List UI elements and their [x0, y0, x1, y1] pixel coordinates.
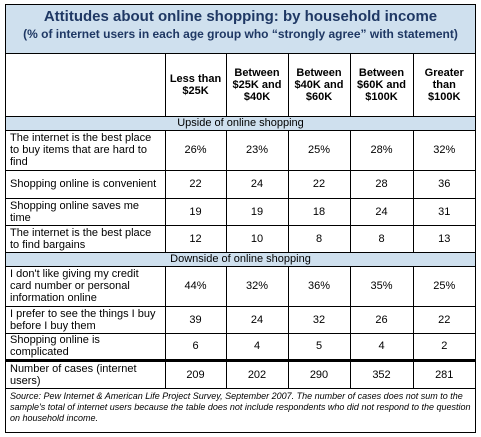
title-block: Attitudes about online shopping: by hous… [6, 5, 475, 54]
table-row: I don't like giving my credit card numbe… [6, 265, 475, 307]
column-header: Between $60K and $100K [349, 54, 414, 117]
chart-subtitle: (% of internet users in each age group w… [23, 27, 458, 41]
cell-value: 19 [164, 197, 227, 226]
column-header: Greater than $100K [412, 54, 475, 117]
table-row: I prefer to see the things I buy before … [6, 305, 475, 334]
cell-value: 36% [287, 265, 351, 307]
column-header: Less than $25K [164, 54, 227, 117]
cell-value: 12 [164, 224, 227, 253]
table-row: The internet is the best place to buy it… [6, 129, 475, 171]
cell-value: 28 [349, 169, 414, 199]
cell-value: 6 [164, 332, 227, 361]
column-header: Between $40K and $60K [287, 54, 351, 117]
cell-value: 23% [225, 129, 289, 171]
cell-value: 24 [225, 305, 289, 334]
section-row: Upside of online shopping [6, 115, 475, 131]
row-label: I prefer to see the things I buy before … [6, 305, 166, 334]
table-frame: Attitudes about online shopping: by hous… [5, 4, 476, 433]
cell-value: 209 [164, 358, 227, 389]
cell-value: 13 [412, 224, 475, 253]
cell-value: 24 [225, 169, 289, 199]
section-label: Upside of online shopping [6, 115, 475, 131]
cell-value: 22 [287, 169, 351, 199]
cell-value: 19 [225, 197, 289, 226]
table-row: Shopping online is complicated 6 4 5 4 2 [6, 332, 475, 361]
cell-value: 26% [164, 129, 227, 171]
cell-value: 31 [412, 197, 475, 226]
cell-value: 2 [412, 332, 475, 361]
source-note: Source: Pew Internet & American Life Pro… [10, 390, 471, 423]
table-row: Shopping online is convenient 22 24 22 2… [6, 169, 475, 199]
corner-cell [6, 54, 166, 117]
cell-value: 352 [349, 358, 414, 389]
cell-value: 8 [287, 224, 351, 253]
cell-value: 8 [349, 224, 414, 253]
cell-value: 22 [412, 305, 475, 334]
data-table: Less than $25K Between $25K and $40K Bet… [6, 54, 475, 389]
cell-value: 25% [412, 265, 475, 307]
row-label: Shopping online is complicated [6, 332, 166, 361]
cell-value: 36 [412, 169, 475, 199]
row-label: The internet is the best place to find b… [6, 224, 166, 253]
cell-value: 202 [225, 358, 289, 389]
cases-row: Number of cases (internet users) 209 202… [6, 358, 475, 389]
cell-value: 35% [349, 265, 414, 307]
cell-value: 26 [349, 305, 414, 334]
cell-value: 39 [164, 305, 227, 334]
row-label: Number of cases (internet users) [6, 358, 166, 389]
cell-value: 5 [287, 332, 351, 361]
cell-value: 4 [225, 332, 289, 361]
column-header: Between $25K and $40K [225, 54, 289, 117]
cell-value: 32% [225, 265, 289, 307]
cell-value: 32% [412, 129, 475, 171]
cell-value: 22 [164, 169, 227, 199]
cell-value: 24 [349, 197, 414, 226]
cell-value: 10 [225, 224, 289, 253]
cell-value: 44% [164, 265, 227, 307]
row-label: The internet is the best place to buy it… [6, 129, 166, 171]
cell-value: 28% [349, 129, 414, 171]
row-label: Shopping online saves me time [6, 197, 166, 226]
chart-title: Attitudes about online shopping: by hous… [43, 8, 438, 25]
section-label: Downside of online shopping [6, 251, 475, 267]
cell-value: 281 [412, 358, 475, 389]
cell-value: 290 [287, 358, 351, 389]
cell-value: 18 [287, 197, 351, 226]
cell-value: 25% [287, 129, 351, 171]
table-row: Shopping online saves me time 19 19 18 2… [6, 197, 475, 226]
table-row: The internet is the best place to find b… [6, 224, 475, 253]
column-header-row: Less than $25K Between $25K and $40K Bet… [6, 54, 475, 117]
section-row: Downside of online shopping [6, 251, 475, 267]
row-label: Shopping online is convenient [6, 169, 166, 199]
row-label: I don't like giving my credit card numbe… [6, 265, 166, 307]
cell-value: 4 [349, 332, 414, 361]
cell-value: 32 [287, 305, 351, 334]
